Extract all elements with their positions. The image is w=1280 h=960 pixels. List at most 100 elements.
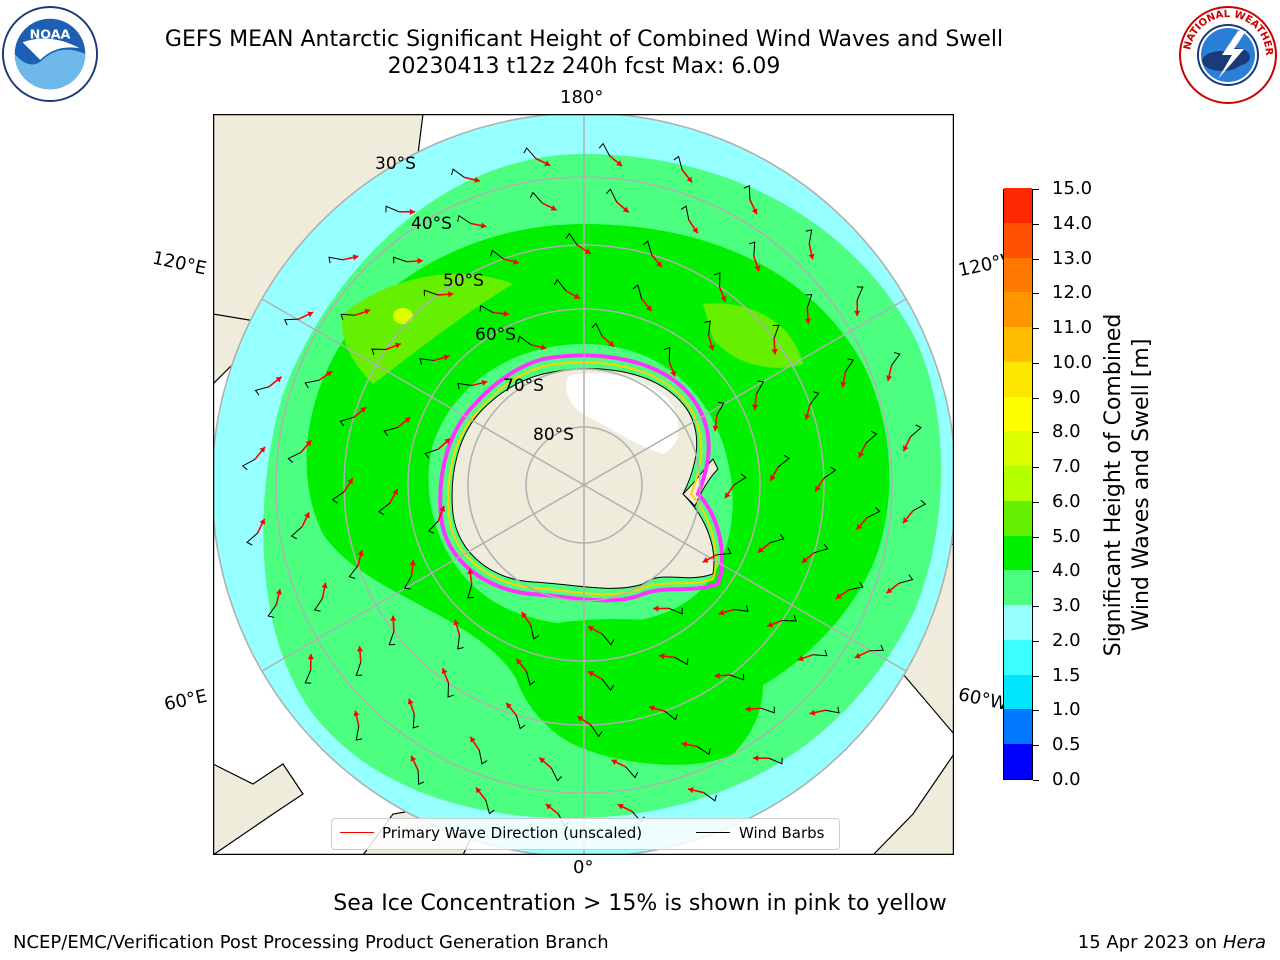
wind-barb: [525, 671, 536, 686]
lat-label-40s: 40°S: [411, 214, 452, 234]
wind-barb: [848, 581, 864, 591]
wind-barb: [730, 673, 745, 681]
colorbar-tick-mark: [1033, 189, 1039, 190]
wind-barb: [805, 294, 813, 309]
credit-line: NCEP/EMC/Verification Post Processing Pr…: [13, 932, 609, 953]
wave-arrowhead: [808, 253, 815, 260]
wave-arrowhead: [577, 716, 584, 722]
wave-arrowhead: [886, 587, 893, 594]
wave-arrowhead: [611, 759, 618, 765]
wave-arrowhead: [720, 295, 727, 302]
sea-ice-footnote: Sea Ice Concentration > 15% is shown in …: [333, 891, 947, 916]
wind-barb: [674, 657, 689, 666]
wave-arrowhead: [259, 518, 266, 525]
lat-label-60s: 60°S: [475, 325, 516, 345]
colorbar-tick-label: 15.0: [1052, 178, 1093, 199]
wave-arrowhead: [801, 557, 808, 563]
wave-arrowhead: [588, 671, 595, 677]
wind-barb: [553, 278, 567, 292]
colorbar-tick-mark: [1033, 571, 1039, 573]
colorbar-tick-label: 12.0: [1052, 282, 1093, 304]
wind-barb: [241, 458, 256, 471]
colorbar-tick-mark: [1033, 780, 1039, 781]
wave-arrowhead: [681, 741, 688, 748]
wind-barb: [805, 229, 813, 244]
wave-arrowhead: [856, 523, 863, 530]
colorbar-segment: [1004, 291, 1032, 328]
wind-barb: [529, 191, 543, 204]
colorbar-tick-label: 7.0: [1052, 456, 1081, 478]
colorbar-tick-label: 1.0: [1052, 699, 1081, 721]
wave-arrowhead: [835, 593, 842, 599]
colorbar-segment: [1004, 257, 1032, 293]
wave-arrowhead: [544, 160, 551, 167]
colorbar-tick-mark: [1033, 536, 1039, 538]
wave-arrowhead: [622, 206, 629, 213]
wind-barb: [287, 451, 302, 464]
colorbar-tick-mark: [1033, 467, 1039, 469]
wave-arrowhead: [804, 414, 811, 420]
wave-arrowhead: [407, 698, 414, 705]
wind-barb: [845, 358, 855, 372]
wind-barb: [565, 232, 578, 246]
wave-arrowhead: [352, 254, 359, 261]
wave-arrowhead: [326, 371, 333, 377]
wave-arrowhead: [616, 160, 623, 167]
colorbar-tick-mark: [1033, 432, 1039, 434]
colorbar-tick-mark: [1033, 293, 1039, 295]
wave-arrowhead: [410, 755, 417, 762]
wave-arrowhead: [840, 381, 847, 388]
wind-barb: [869, 644, 884, 652]
colorbar-segment: [1004, 569, 1032, 606]
wave-arrowhead: [347, 478, 353, 485]
lon-label-180: 180°: [560, 87, 604, 108]
wave-arrowhead: [708, 344, 715, 351]
wave-arrowhead: [506, 702, 512, 709]
ice-shelf-ross: [566, 373, 679, 454]
wave-arrowhead: [480, 222, 487, 229]
colorbar-segment: [1004, 396, 1032, 432]
wave-arrowhead: [724, 492, 731, 499]
wind-barb: [284, 318, 299, 326]
run-date-text: 15 Apr 2023 on: [1077, 932, 1223, 953]
wind-barb: [865, 430, 878, 444]
wind-barb: [348, 565, 359, 579]
wave-arrowhead: [797, 655, 804, 662]
wind-barb: [419, 358, 435, 365]
wave-arrowhead: [617, 803, 624, 810]
wave-arrowhead: [448, 291, 454, 298]
wave-arrowhead: [754, 265, 761, 272]
wave-arrowhead: [392, 489, 398, 496]
wind-barb: [517, 335, 532, 346]
wind-barb: [340, 313, 356, 321]
colorbar-tick-label: 1.5: [1052, 664, 1081, 686]
wave-arrowhead: [404, 417, 411, 424]
wave-direction-arrows: [241, 142, 927, 828]
wind-barb: [451, 168, 465, 178]
wind-barb: [866, 506, 881, 519]
wind-barb: [716, 547, 732, 556]
wave-arrowhead: [305, 440, 312, 447]
wind-barb: [254, 386, 270, 396]
wave-arrowhead: [364, 308, 371, 315]
wind-barb: [697, 746, 711, 756]
wind-barb: [355, 726, 363, 741]
wind-barb: [756, 380, 765, 395]
wave-arrowhead: [470, 736, 476, 743]
wave-arrowhead: [521, 612, 528, 619]
wind-barb: [467, 584, 474, 599]
colorbar-segment: [1004, 465, 1032, 501]
wind-barb: [891, 352, 901, 366]
colorbar-tick-label: 8.0: [1052, 421, 1081, 443]
colorbar-tick-label: 13.0: [1052, 247, 1093, 269]
wind-barb: [479, 304, 494, 313]
wind-barb: [377, 502, 391, 516]
wave-arrowhead: [886, 375, 893, 382]
wind-barb: [714, 272, 721, 287]
wind-barb: [898, 574, 914, 584]
colorbar-label-line2: Wind Waves and Swell [m]: [1129, 338, 1154, 632]
wave-arrowhead: [304, 512, 310, 519]
wind-barb: [385, 205, 400, 213]
wind-barb: [768, 757, 783, 765]
wave-arrowhead: [686, 176, 693, 183]
